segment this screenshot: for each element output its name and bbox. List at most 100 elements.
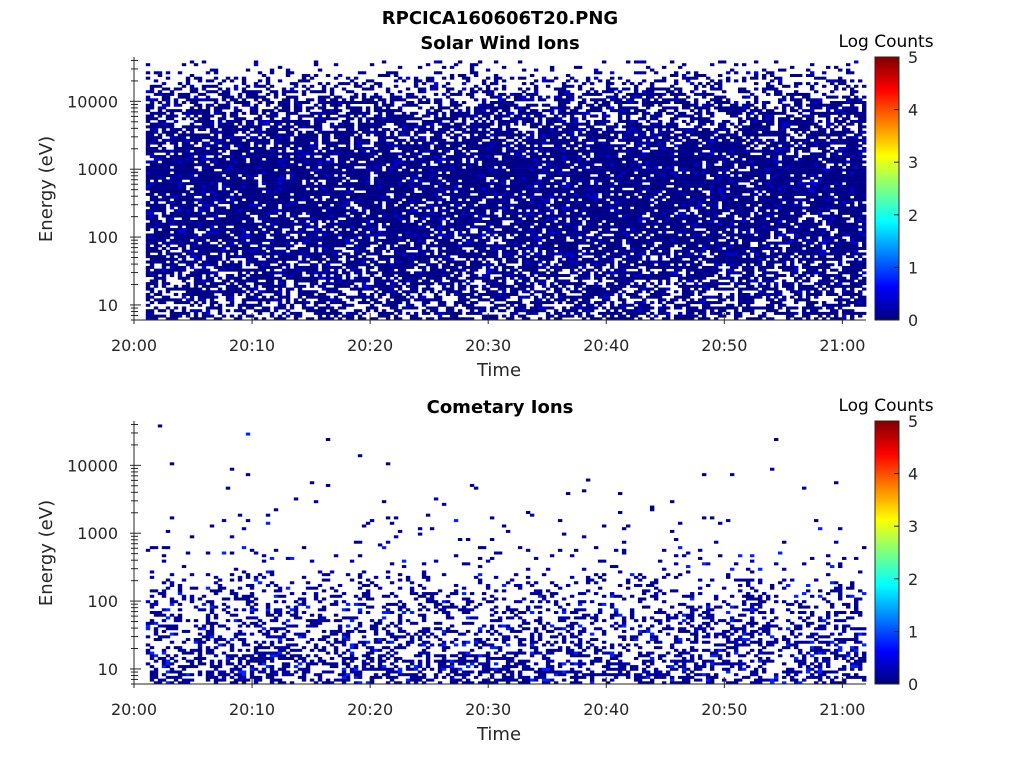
spectrogram-cell	[277, 279, 283, 283]
spectrogram-cell	[189, 219, 195, 223]
spectrogram-cell	[565, 260, 571, 264]
spectrogram-cell	[349, 219, 355, 223]
spectrogram-cell	[685, 311, 691, 315]
spectrogram-cell	[317, 211, 323, 215]
spectrogram-cell	[473, 290, 479, 294]
spectrogram-cell	[553, 271, 559, 275]
spectrogram-cell	[213, 217, 219, 221]
spectrogram-cell	[533, 225, 539, 229]
spectrogram-cell	[709, 301, 715, 305]
spectrogram-cell	[497, 233, 503, 237]
spectrogram-cell	[525, 214, 531, 218]
spectrogram-cell	[593, 317, 599, 321]
spectrogram-cell	[617, 317, 623, 321]
spectrogram-cell	[397, 292, 403, 296]
spectrogram-cell	[385, 255, 391, 259]
spectrogram-cell	[657, 290, 663, 294]
spectrogram-cell	[469, 263, 475, 267]
spectrogram-cell	[417, 292, 423, 296]
spectrogram-cell	[537, 265, 543, 269]
spectrogram-cell	[854, 284, 859, 288]
spectrogram-cell	[153, 292, 159, 296]
spectrogram-cell	[377, 211, 383, 215]
spectrogram-cell	[249, 306, 255, 310]
spectrogram-cell	[209, 284, 215, 288]
spectrogram-cell	[737, 301, 743, 305]
spectrogram-cell	[289, 268, 295, 272]
spectrogram-cell	[557, 279, 563, 283]
spectrogram-cell	[277, 298, 283, 302]
spectrogram-cell	[273, 217, 279, 221]
spectrogram-cell	[629, 260, 635, 264]
spectrogram-cell	[157, 271, 163, 275]
spectrogram-cell	[777, 233, 783, 237]
spectrogram-cell	[265, 252, 271, 256]
spectrogram-cell	[533, 260, 539, 264]
spectrogram-cell	[305, 244, 311, 248]
spectrogram-cell	[337, 301, 343, 305]
spectrogram-cell	[161, 247, 167, 251]
spectrogram-cell	[685, 238, 691, 242]
spectrogram-cell	[397, 268, 403, 272]
spectrogram-cell	[325, 241, 331, 245]
spectrogram-cell	[617, 252, 623, 256]
spectrogram-cell	[553, 309, 559, 313]
spectrogram-cell	[613, 287, 619, 291]
spectrogram-cell	[837, 225, 843, 229]
spectrogram-cell	[845, 301, 851, 305]
spectrogram-cell	[329, 290, 335, 294]
spectrogram-cell	[497, 284, 503, 288]
spectrogram-cell	[465, 241, 471, 245]
spectrogram-cell	[841, 238, 847, 242]
spectrogram-cell	[401, 257, 407, 261]
spectrogram-cell	[837, 228, 843, 232]
spectrogram-cell	[829, 309, 835, 313]
spectrogram-cell	[589, 287, 595, 291]
spectrogram-cell	[649, 249, 655, 253]
spectrogram-cell	[601, 295, 607, 299]
spectrogram-cell	[245, 244, 251, 248]
spectrogram-cell	[445, 271, 451, 275]
spectrogram-cell	[333, 271, 339, 275]
spectrogram-cell	[641, 284, 647, 288]
spectrogram-cell	[245, 260, 251, 264]
spectrogram-cell	[765, 295, 771, 299]
spectrogram-cell	[517, 309, 523, 313]
spectrogram-cell	[189, 287, 195, 291]
spectrogram-cell	[469, 295, 475, 299]
spectrogram-cell	[513, 211, 519, 215]
spectrogram-cell	[445, 219, 451, 223]
spectrogram-cell	[457, 274, 463, 278]
spectrogram-cell	[597, 274, 603, 278]
spectrogram-cell	[625, 219, 631, 223]
spectrogram-cell	[205, 247, 211, 251]
spectrogram-cell	[769, 265, 775, 269]
spectrogram-cell	[201, 228, 207, 232]
spectrogram-cell	[229, 282, 235, 286]
spectrogram-cell	[677, 228, 683, 232]
spectrogram-cell	[841, 225, 847, 229]
spectrogram-cell	[441, 271, 447, 275]
spectrogram-cell	[397, 295, 403, 299]
spectrogram-cell	[205, 263, 211, 267]
spectrogram-cell	[333, 284, 339, 288]
spectrogram-cell	[741, 236, 747, 240]
spectrogram-cell	[609, 257, 615, 261]
spectrogram-cell	[381, 247, 387, 251]
spectrogram-cell	[481, 233, 487, 237]
spectrogram-cell	[689, 219, 695, 223]
spectrogram-cell	[309, 211, 315, 215]
spectrogram-cell	[429, 287, 435, 291]
spectrogram-cell	[453, 249, 459, 253]
spectrogram-cell	[213, 255, 219, 259]
spectrogram-cell	[733, 244, 739, 248]
spectrogram-cell	[429, 265, 435, 269]
spectrogram-cell	[437, 247, 443, 251]
spectrogram-cell	[725, 303, 731, 307]
spectrogram-cell	[233, 225, 239, 229]
spectrogram-cell	[757, 249, 763, 253]
spectrogram-cell	[417, 241, 423, 245]
spectrogram-cell	[361, 225, 367, 229]
spectrogram-cell	[313, 290, 319, 294]
spectrogram-cell	[457, 230, 463, 234]
